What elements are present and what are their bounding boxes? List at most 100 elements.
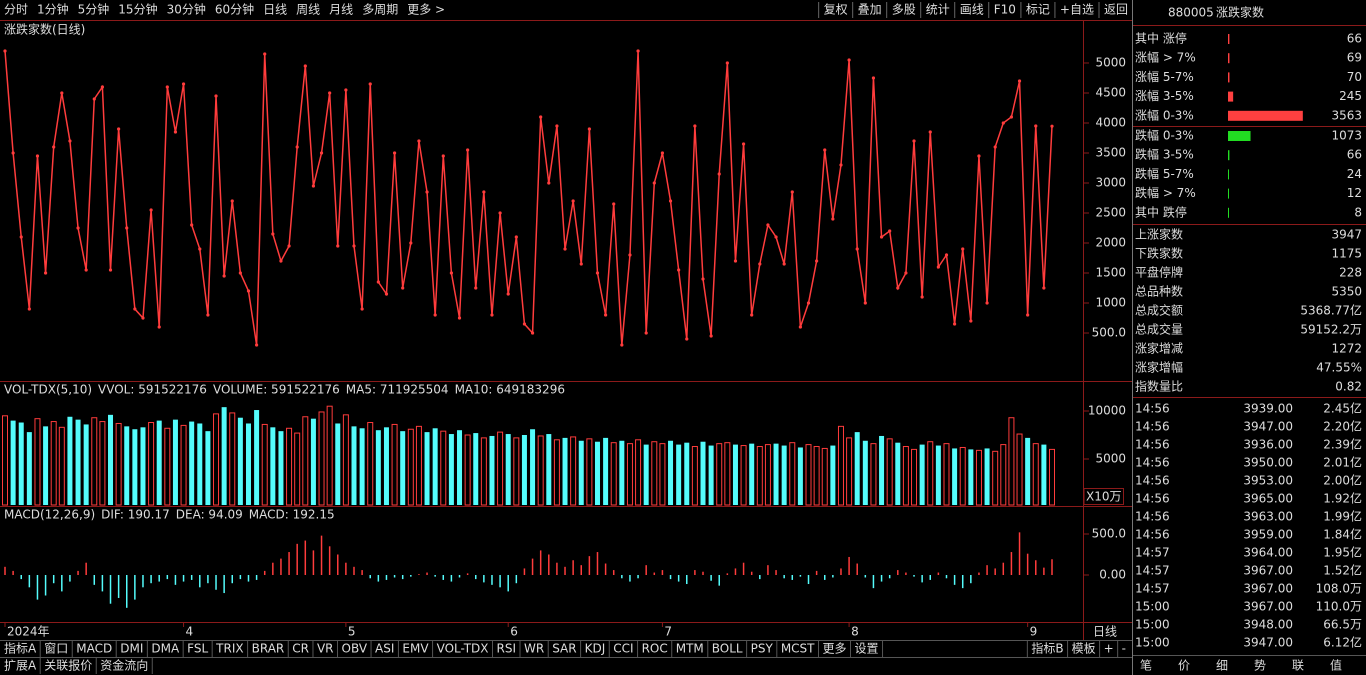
tick-price: 3967.00 bbox=[1243, 600, 1293, 614]
tab[interactable]: DMA bbox=[151, 642, 180, 656]
y-tick-label: 5000 bbox=[1095, 451, 1126, 465]
tab[interactable]: - bbox=[1122, 642, 1126, 656]
tab[interactable]: 设置 bbox=[855, 642, 879, 656]
volume-bar bbox=[870, 443, 877, 506]
volume-bar bbox=[75, 419, 81, 505]
volume-bar bbox=[821, 447, 828, 506]
period-tab[interactable]: 60分钟 bbox=[215, 2, 254, 17]
volume-bar bbox=[586, 438, 593, 506]
period-tab[interactable]: 多周期 bbox=[362, 3, 398, 17]
tab[interactable]: BRAR bbox=[252, 642, 285, 656]
volume-bar bbox=[310, 418, 316, 505]
period-tab[interactable]: 30分钟 bbox=[167, 2, 206, 17]
tab[interactable]: CCI bbox=[613, 642, 633, 656]
toolbar-button[interactable]: 叠加 bbox=[858, 3, 882, 17]
point bbox=[263, 52, 267, 56]
tab[interactable]: MACD bbox=[76, 642, 112, 656]
tab[interactable]: 指标B bbox=[1031, 641, 1063, 656]
legend-item: VOL-TDX(5,10) bbox=[4, 383, 92, 397]
point bbox=[522, 322, 527, 326]
legend-item: MA5: 711925504 bbox=[346, 383, 449, 397]
panel-tab[interactable]: 细 bbox=[1216, 659, 1228, 673]
tab[interactable]: VOL-TDX bbox=[437, 642, 489, 656]
y-tick-label: 2000 bbox=[1095, 236, 1126, 250]
volume-bar bbox=[221, 407, 227, 505]
tab[interactable]: EMV bbox=[402, 642, 429, 656]
point bbox=[76, 226, 80, 230]
tab[interactable]: MCST bbox=[781, 642, 815, 656]
tab[interactable]: ROC bbox=[642, 642, 668, 656]
toolbar-button[interactable]: 标记 bbox=[1026, 3, 1050, 17]
point bbox=[52, 145, 56, 149]
toolbar-button[interactable]: 返回 bbox=[1104, 3, 1128, 17]
toolbar-button[interactable]: 多股 bbox=[892, 3, 916, 17]
tab[interactable]: RSI bbox=[497, 642, 517, 656]
breadth-bar bbox=[1228, 91, 1234, 102]
tab[interactable]: VR bbox=[317, 642, 334, 656]
tab[interactable]: TRIX bbox=[215, 642, 243, 656]
period-tab[interactable]: 5分钟 bbox=[78, 2, 110, 17]
point bbox=[35, 154, 40, 158]
volume-bar bbox=[635, 439, 642, 506]
panel-tab[interactable]: 笔 bbox=[1140, 658, 1152, 673]
stat-value: 1175 bbox=[1331, 247, 1362, 261]
tab[interactable]: OBV bbox=[342, 642, 368, 656]
volume-bar bbox=[659, 443, 666, 506]
tab[interactable]: 模板 bbox=[1072, 642, 1096, 656]
breadth-bar bbox=[1228, 53, 1230, 64]
volume-bar bbox=[764, 444, 771, 506]
point bbox=[303, 64, 307, 68]
toolbar-button[interactable]: 画线 bbox=[960, 3, 984, 17]
point bbox=[84, 268, 88, 272]
tab[interactable]: 关联报价 bbox=[44, 658, 92, 673]
volume-bar bbox=[513, 437, 520, 506]
volume-bar bbox=[172, 419, 178, 505]
toolbar-button[interactable]: 复权 bbox=[824, 3, 848, 17]
period-tab[interactable]: 1分钟 bbox=[37, 2, 69, 17]
tab[interactable]: FSL bbox=[187, 642, 208, 656]
point bbox=[214, 94, 218, 98]
period-tab[interactable]: 更多 > bbox=[407, 3, 445, 17]
volume-bar bbox=[708, 445, 714, 505]
point bbox=[595, 271, 600, 275]
point bbox=[11, 151, 15, 155]
toolbar-button[interactable]: 统计 bbox=[926, 3, 950, 17]
toolbar-button[interactable]: F10 bbox=[994, 3, 1016, 17]
tab[interactable]: CR bbox=[292, 642, 309, 656]
breadth-value: 1073 bbox=[1331, 129, 1362, 143]
tab[interactable]: MTM bbox=[676, 642, 704, 656]
point bbox=[198, 247, 202, 251]
toolbar-button[interactable]: +自选 bbox=[1060, 3, 1094, 17]
volume-bar bbox=[740, 445, 747, 506]
tab[interactable]: SAR bbox=[552, 642, 576, 656]
period-tab[interactable]: 分时 bbox=[4, 3, 28, 17]
tab[interactable]: ASI bbox=[375, 642, 394, 656]
tab[interactable]: 指标A bbox=[4, 641, 37, 656]
tab[interactable]: KDJ bbox=[585, 642, 606, 656]
point bbox=[68, 139, 72, 143]
tab[interactable]: DMI bbox=[120, 642, 143, 656]
tab[interactable]: 窗口 bbox=[44, 642, 68, 656]
tab[interactable]: WR bbox=[524, 642, 544, 656]
legend-item: MA10: 649183296 bbox=[455, 383, 565, 397]
tab[interactable]: BOLL bbox=[712, 642, 743, 656]
panel-tab[interactable]: 联 bbox=[1292, 659, 1304, 673]
tab[interactable]: 更多 bbox=[823, 642, 847, 656]
volume-bar bbox=[846, 437, 853, 506]
point bbox=[888, 229, 892, 233]
panel-tab[interactable]: 势 bbox=[1254, 659, 1266, 673]
tab[interactable]: 扩展A bbox=[4, 659, 37, 673]
tick-price: 3947.00 bbox=[1243, 636, 1293, 650]
point bbox=[490, 313, 494, 317]
panel-tab[interactable]: 值 bbox=[1330, 658, 1342, 673]
period-tab[interactable]: 周线 bbox=[296, 3, 320, 17]
tab[interactable]: PSY bbox=[751, 642, 774, 656]
period-tab[interactable]: 月线 bbox=[329, 3, 353, 17]
volume-bar bbox=[505, 434, 511, 505]
volume-bar bbox=[473, 433, 479, 505]
panel-tab[interactable]: 价 bbox=[1178, 659, 1190, 673]
tab[interactable]: 资金流向 bbox=[100, 658, 148, 673]
period-tab[interactable]: 日线 bbox=[263, 3, 287, 17]
period-tab[interactable]: 15分钟 bbox=[118, 2, 157, 17]
tab[interactable]: + bbox=[1104, 642, 1114, 656]
